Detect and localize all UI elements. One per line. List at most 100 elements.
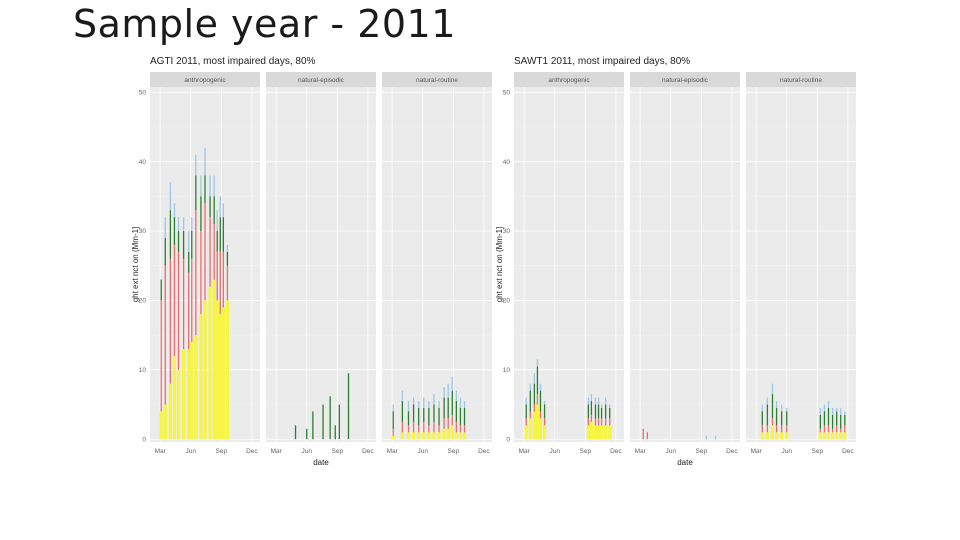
bar-segment — [605, 397, 607, 405]
bar-segment — [780, 425, 783, 433]
bar-segment — [587, 397, 590, 405]
bar-segment — [412, 397, 415, 405]
bar-segment — [226, 244, 229, 252]
bar-segment — [222, 251, 224, 308]
chart-agti-svg: AGTI 2011, most impaired days, 80% ght ex… — [132, 56, 492, 467]
bar-segment — [401, 421, 404, 433]
x-tick-label: Dec — [842, 448, 854, 455]
x-tick-label: Dec — [478, 448, 490, 455]
bar-segment — [459, 425, 462, 433]
bar-segment — [766, 425, 769, 433]
bar-segment — [835, 407, 838, 412]
bar-segment — [462, 432, 467, 440]
bar-segment — [219, 251, 221, 315]
x-tick-label: Jun — [549, 448, 560, 455]
bar-segment — [539, 390, 542, 412]
bar-segment — [213, 224, 215, 280]
bar-segment — [765, 432, 769, 440]
bar-segment — [418, 407, 420, 426]
bar-segment — [525, 418, 527, 426]
bar-segment — [447, 397, 449, 419]
bar-segment — [594, 397, 597, 405]
bar-segment — [538, 418, 543, 440]
facet-label: anthropogenic — [184, 77, 226, 84]
panel-background — [382, 87, 492, 442]
facet-strip — [266, 72, 376, 87]
bar-segment — [200, 231, 202, 315]
bar-segment — [312, 411, 314, 440]
bar-segment — [401, 401, 404, 422]
bar-segment — [222, 217, 224, 252]
bar-segment — [590, 414, 593, 422]
bar-segment — [407, 411, 410, 426]
bar-segment — [216, 251, 218, 301]
bar-segment — [539, 411, 542, 419]
bar-segment — [823, 425, 826, 433]
x-tick-label: Jun — [781, 448, 792, 455]
bar-segment — [173, 244, 176, 356]
panel-background — [746, 87, 856, 442]
bar-segment — [428, 407, 430, 426]
bar-segment — [188, 272, 190, 349]
bar-segment — [443, 418, 445, 429]
bar-segment — [225, 300, 230, 440]
bar-segment — [835, 425, 838, 433]
panel-background — [266, 87, 376, 442]
bar-segment — [525, 404, 527, 419]
bar-segment — [600, 418, 603, 426]
facet-panel-natural-episodic: natural-episodic — [630, 72, 740, 442]
bar-segment — [428, 401, 430, 408]
bar-segment — [604, 425, 608, 440]
y-tick-label: 40 — [503, 159, 511, 166]
bar-segment — [203, 300, 207, 440]
bar-segment — [329, 396, 331, 440]
bar-segment — [418, 401, 420, 408]
bar-segment — [786, 425, 788, 433]
bar-segment — [608, 425, 612, 440]
bar-segment — [771, 418, 774, 426]
bar-segment — [177, 251, 180, 370]
bar-segment — [780, 432, 784, 440]
x-tick-label: Mar — [751, 448, 763, 455]
bar-segment — [844, 425, 846, 433]
bar-segment — [459, 397, 462, 408]
x-tick-label: Sep — [696, 448, 708, 455]
slide-title: Sample year - 2011 — [73, 2, 456, 46]
bar-segment — [594, 404, 597, 419]
chart-sawt1: SAWT1 2011, most impaired days, 80% ght e… — [496, 52, 856, 472]
bar-segment — [212, 279, 216, 440]
y-tick-label: 30 — [503, 228, 511, 235]
bar-segment — [218, 314, 222, 440]
bar-segment — [200, 175, 202, 197]
chart-agti: AGTI 2011, most impaired days, 80% ght ex… — [132, 52, 492, 472]
bar-segment — [774, 432, 779, 440]
y-tick-label: 30 — [139, 228, 147, 235]
bar-segment — [766, 404, 769, 426]
facet-panel-natural-routine: natural-routine — [746, 72, 856, 442]
bar-segment — [450, 425, 454, 440]
bar-segment — [412, 421, 415, 433]
bar-segment — [771, 394, 774, 419]
bar-segment — [209, 175, 211, 197]
facet-panel-anthropogenic: anthropogenic — [514, 72, 624, 442]
bar-segment — [642, 428, 644, 440]
y-axis-title: ght ext nct on (Mm-1] — [132, 227, 140, 303]
bar-segment — [173, 203, 176, 218]
bar-segment — [177, 217, 180, 232]
chart-title: AGTI 2011, most impaired days, 80% — [150, 56, 316, 67]
y-tick-label: 0 — [142, 436, 146, 443]
bar-segment — [823, 404, 826, 412]
bar-segment — [204, 147, 206, 176]
bar-segment — [455, 401, 458, 422]
bar-segment — [400, 432, 404, 440]
bar-segment — [597, 404, 600, 419]
bar-segment — [401, 390, 404, 402]
bar-segment — [761, 425, 763, 433]
bar-segment — [463, 407, 466, 426]
bar-segment — [427, 432, 431, 440]
x-tick-label: Sep — [332, 448, 344, 455]
x-tick-label: Dec — [726, 448, 738, 455]
bar-segment — [543, 404, 546, 419]
facet-strip — [514, 72, 624, 87]
bar-segment — [191, 258, 193, 343]
